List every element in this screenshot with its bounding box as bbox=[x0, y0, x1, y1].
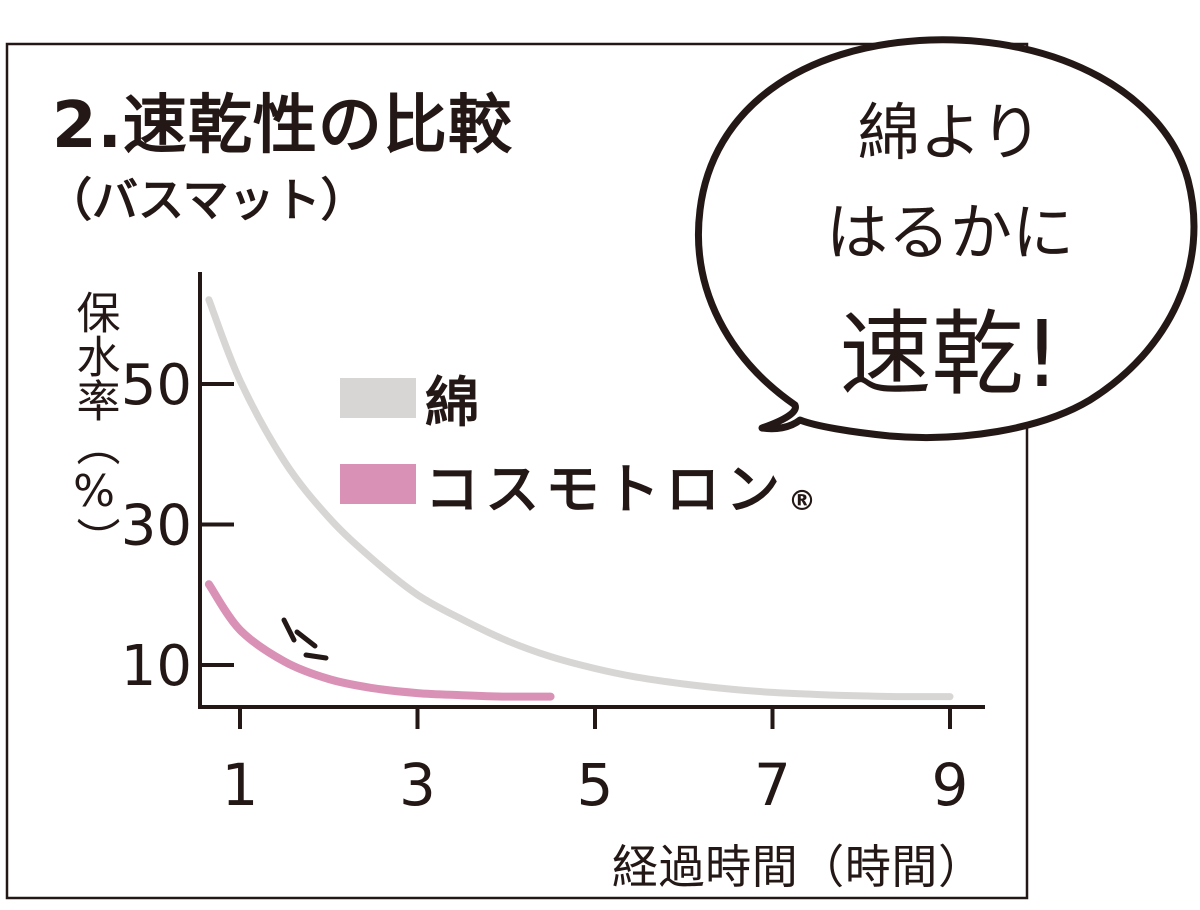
x-tick-label: 1 bbox=[222, 751, 259, 819]
frame-border bbox=[5, 42, 1029, 900]
x-tick-label: 3 bbox=[399, 751, 436, 819]
legend-swatch-cosmotron bbox=[340, 464, 416, 504]
motion-mark bbox=[303, 652, 329, 661]
motion-mark bbox=[281, 617, 297, 643]
legend-swatch-cotton bbox=[340, 378, 416, 418]
x-axis-label: 経過時間（時間） bbox=[612, 840, 984, 894]
series-line-cotton bbox=[205, 296, 954, 701]
y-axis-label: 保水率（%） bbox=[69, 290, 120, 561]
chart-title: 2.速乾性の比較 bbox=[52, 89, 513, 163]
bubble-line-3: 速乾! bbox=[839, 301, 1061, 408]
chart-subtitle: （バスマット） bbox=[46, 173, 367, 227]
y-tick-label: 30 bbox=[121, 494, 192, 559]
motion-mark bbox=[294, 629, 318, 649]
speech-bubble bbox=[695, 36, 1198, 441]
x-tick-label: 9 bbox=[932, 751, 969, 819]
series-line-cosmotron bbox=[204, 580, 555, 701]
x-tick-label: 5 bbox=[577, 751, 614, 819]
registered-mark: ® bbox=[788, 484, 816, 517]
y-tick-label: 10 bbox=[121, 634, 192, 699]
legend-label-cosmotron: コスモトロン bbox=[425, 458, 780, 521]
bubble-line-1: 綿より bbox=[857, 96, 1043, 169]
x-tick-label: 7 bbox=[754, 751, 791, 819]
bubble-line-2: はるかに bbox=[825, 196, 1074, 269]
y-tick-label: 50 bbox=[121, 353, 192, 418]
legend-label-cotton: 綿 bbox=[425, 371, 479, 434]
